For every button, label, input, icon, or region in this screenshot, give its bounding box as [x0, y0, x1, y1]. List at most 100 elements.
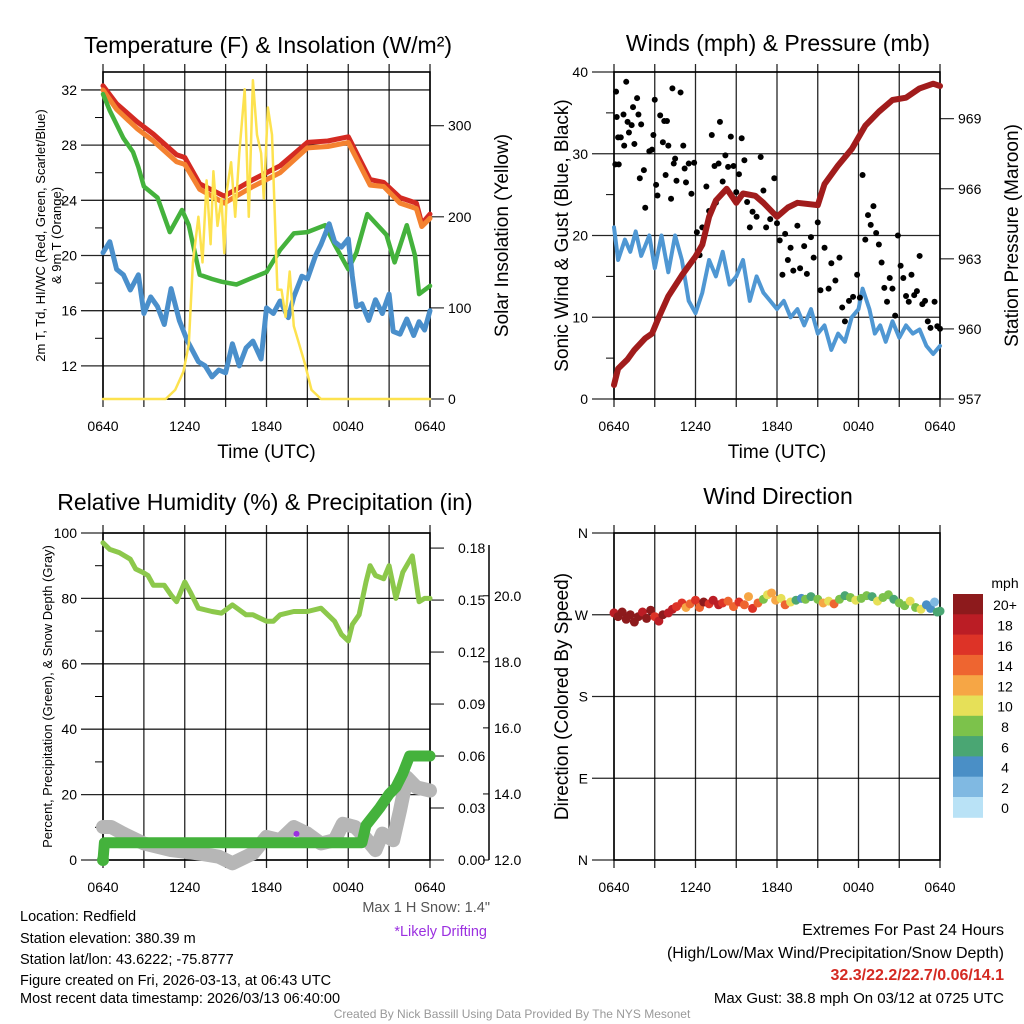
- y-right-tick-label: 963: [958, 251, 982, 267]
- gust-point: [903, 292, 910, 299]
- gust-point: [865, 212, 872, 219]
- gust-point: [782, 230, 789, 237]
- gust-point: [691, 159, 698, 166]
- gust-point: [870, 203, 877, 210]
- wind-direction-point: [935, 606, 945, 616]
- x-tick-label: 1840: [251, 418, 282, 434]
- gust-point: [649, 146, 656, 153]
- gust-point: [774, 220, 780, 227]
- wind-direction-point: [739, 600, 749, 610]
- colorbar-bin: [953, 594, 983, 615]
- gust-point: [931, 298, 938, 305]
- y-right-tick-label: 957: [958, 391, 982, 407]
- gust-point: [735, 171, 742, 178]
- wind-direction-point: [748, 603, 758, 613]
- gust-point: [681, 165, 688, 172]
- y-right-tick-label: 0.09: [458, 696, 485, 712]
- gust-point: [797, 265, 804, 272]
- gust-point: [744, 198, 751, 205]
- x-tick-label: 0640: [87, 879, 118, 895]
- colorbar-bin: [953, 776, 983, 798]
- td-line: [100, 91, 433, 297]
- y-right-tick-label: 0.12: [458, 644, 485, 660]
- solar-insolation-line: [101, 78, 432, 401]
- y-tick-label: 10: [572, 309, 588, 325]
- hi-wc-line: [100, 221, 433, 380]
- gust-point: [719, 178, 726, 185]
- gust-point: [672, 155, 679, 162]
- colorbar-title: mph: [991, 575, 1018, 591]
- y-right-tick-label: 0.00: [458, 852, 485, 868]
- x-tick-label: 1240: [169, 418, 200, 434]
- y-tick-label: 0: [580, 391, 588, 407]
- gust-point: [635, 111, 642, 118]
- gust-point: [753, 213, 760, 220]
- max-gust: Max Gust: 38.8 mph On 03/12 at 0725 UTC: [714, 990, 1004, 1007]
- gust-point: [620, 111, 627, 118]
- gust-point: [841, 318, 848, 325]
- y-right-tick-label: 969: [958, 111, 982, 127]
- x-tick-label: 0040: [843, 418, 874, 434]
- y-tick-label: E: [579, 770, 588, 786]
- gust-point: [924, 318, 931, 325]
- gust-point: [624, 118, 631, 125]
- gust-point: [628, 122, 635, 129]
- gust-point: [836, 254, 843, 261]
- gust-point: [839, 304, 846, 311]
- gust-point: [927, 324, 934, 331]
- gust-point: [640, 167, 647, 174]
- plot-frame: [613, 532, 941, 861]
- gust-point: [892, 312, 899, 319]
- gust-point: [703, 183, 710, 190]
- 9m-t-line: [100, 87, 433, 229]
- y-right-tick-label: 0.15: [458, 592, 485, 608]
- max-snow-annotation: Max 1 H Snow: 1.4": [362, 900, 490, 916]
- y-right-axis-label: Station Pressure (Maroon): [1002, 124, 1023, 347]
- gust-point: [884, 298, 891, 305]
- colorbar-bin: [953, 715, 983, 737]
- x-tick-label: 1240: [680, 879, 711, 895]
- y-tick-label: N: [578, 852, 588, 868]
- gust-point: [867, 221, 874, 228]
- gust-point: [708, 131, 715, 138]
- chart-title: Relative Humidity (%) & Precipitation (i…: [57, 489, 472, 515]
- gust-point: [779, 271, 786, 278]
- wind-direction-point: [806, 592, 816, 602]
- extremes-fields: (High/Low/Max Wind/Precipitation/Snow De…: [667, 945, 1004, 962]
- gust-point: [749, 208, 756, 215]
- y-axis-label: 2m T, Td, HI/WC (Red, Green, Scarlet/Blu…: [33, 109, 48, 361]
- snow-axis-tick-label: 20.0: [494, 588, 521, 604]
- x-axis-label: Time (UTC): [728, 442, 827, 463]
- y-right-tick-label: 0.03: [458, 800, 485, 816]
- gust-point: [738, 135, 745, 142]
- colorbar-bin: [953, 634, 983, 656]
- 2m-t-line: [100, 83, 433, 227]
- x-tick-label: 0640: [414, 418, 445, 434]
- info-created: Figure created on Fri, 2026-03-13, at 06…: [20, 973, 331, 989]
- plot-frame: [102, 71, 431, 400]
- x-tick-label: 0040: [333, 879, 364, 895]
- x-tick-label: 0040: [843, 879, 874, 895]
- gust-point: [630, 104, 637, 111]
- y-axis-label: & 9m T (Orange): [49, 187, 64, 284]
- info-recent: Most recent data timestamp: 2026/03/13 0…: [20, 991, 340, 1007]
- x-tick-label: 0640: [87, 418, 118, 434]
- gust-point: [894, 232, 901, 239]
- gust-point: [897, 262, 904, 269]
- gust-point: [776, 237, 783, 244]
- y-tick-label: 20: [61, 787, 77, 803]
- colorbar-bin: [953, 695, 983, 717]
- colorbar-label: 14: [997, 658, 1013, 674]
- x-tick-label: 1240: [169, 879, 200, 895]
- y-tick-label: 16: [61, 303, 77, 319]
- chart-title: Winds (mph) & Pressure (mb): [626, 30, 930, 56]
- y-right-tick-label: 300: [448, 118, 472, 134]
- y-right-tick-label: 0: [448, 391, 456, 407]
- gust-point: [669, 85, 676, 92]
- gust-point: [733, 189, 740, 196]
- gust-point: [665, 142, 672, 149]
- gust-point: [856, 294, 863, 301]
- colorbar-bin: [953, 654, 983, 676]
- y-right-tick-label: 200: [448, 209, 472, 225]
- colorbar-bin: [953, 675, 983, 696]
